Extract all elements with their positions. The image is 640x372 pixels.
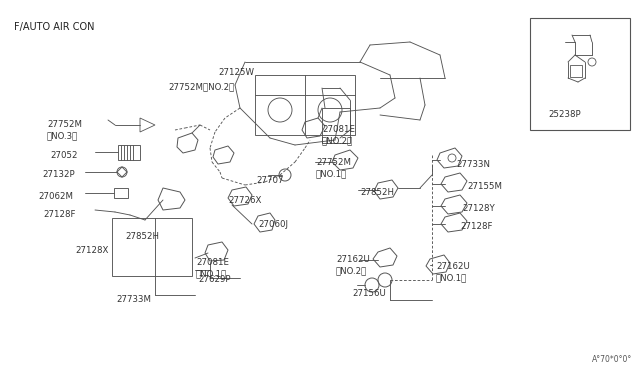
Text: 27128F: 27128F [43, 210, 76, 219]
Text: 27125W: 27125W [218, 68, 254, 77]
Text: 27752M〈NO.2〉: 27752M〈NO.2〉 [168, 82, 234, 91]
Text: 25238P: 25238P [548, 110, 580, 119]
Text: 27852H: 27852H [125, 232, 159, 241]
Text: 27752M
〈NO.1〉: 27752M 〈NO.1〉 [316, 158, 351, 178]
Text: 27852H: 27852H [360, 188, 394, 197]
Text: 27062M: 27062M [38, 192, 73, 201]
Bar [118, 145, 140, 160]
Text: 27162U
〈NO.1〉: 27162U 〈NO.1〉 [436, 262, 470, 282]
Text: 27128F: 27128F [460, 222, 493, 231]
Text: 27060J: 27060J [258, 220, 288, 229]
Text: 27752M
〈NO.3〉: 27752M 〈NO.3〉 [47, 120, 82, 140]
Text: 27162U
〈NO.2〉: 27162U 〈NO.2〉 [336, 255, 370, 275]
Bar [114, 188, 128, 198]
Text: 27156U: 27156U [352, 289, 386, 298]
Text: 27052: 27052 [50, 151, 77, 160]
Text: F/AUTO AIR CON: F/AUTO AIR CON [14, 22, 95, 32]
Bar [112, 218, 192, 276]
Bar [322, 108, 350, 143]
Text: 27629P: 27629P [198, 275, 230, 284]
Bar [570, 65, 582, 77]
Text: A°70*0°0°: A°70*0°0° [592, 355, 632, 364]
Text: 27733M: 27733M [116, 295, 151, 304]
Text: 27128Y: 27128Y [462, 204, 495, 213]
Text: 27081E
〈NO.2〉: 27081E 〈NO.2〉 [322, 125, 355, 145]
Text: 27081E
〈NO.1〉: 27081E 〈NO.1〉 [196, 258, 229, 278]
Text: 27726X: 27726X [228, 196, 261, 205]
Text: 27733N: 27733N [456, 160, 490, 169]
Text: 27155M: 27155M [467, 182, 502, 191]
Bar [255, 75, 355, 135]
Text: 27128X: 27128X [75, 246, 108, 255]
Text: 27132P: 27132P [42, 170, 75, 179]
Bar [530, 18, 630, 130]
Text: 27707: 27707 [256, 176, 284, 185]
